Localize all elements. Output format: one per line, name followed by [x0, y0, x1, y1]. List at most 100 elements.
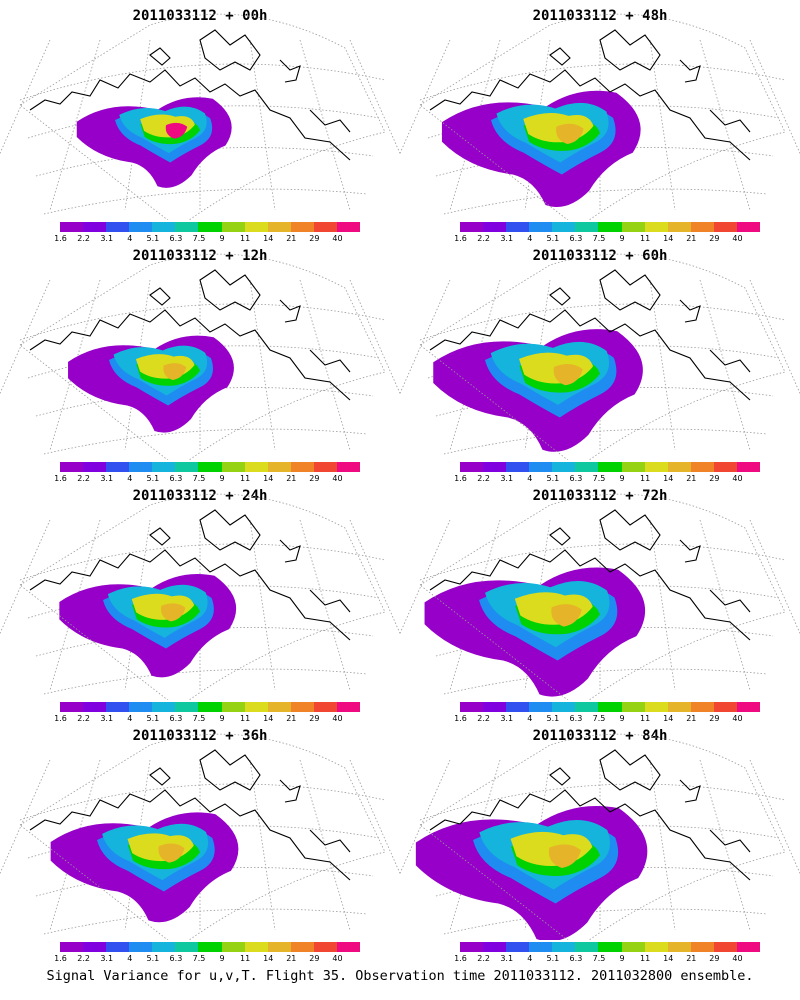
colorbar-segment: [336, 942, 361, 952]
colorbar-tick-label: 5.1: [546, 954, 560, 963]
colorbar-segment: [736, 942, 761, 952]
colorbar-labels: 1.6 2.2 3.1 4 5.1 6.3 7.5 9 11 14 21 29 40: [454, 234, 760, 244]
colorbar-segment: [644, 462, 668, 472]
colorbar-tick-label: 6.3: [169, 234, 183, 243]
variance-field: [441, 90, 641, 207]
colorbar-segment: [106, 462, 130, 472]
panel-title: 2011033112 + 60h: [532, 248, 668, 264]
colorbar-tick-label: 14: [663, 234, 674, 243]
colorbar-segment: [690, 942, 714, 952]
colorbar-tick-label: 21: [286, 474, 297, 483]
colorbar-tick-label: 1.6: [54, 714, 67, 723]
colorbar-segment: [290, 222, 314, 232]
polar-stereographic-map: [0, 733, 400, 940]
map-panel: 2011033112 + 00h 1.6 2.2 3.1 4 5.1 6.3 7.5 9 11 14…: [0, 0, 400, 243]
colorbar-segment: [221, 462, 245, 472]
colorbar: [60, 222, 361, 232]
colorbar-tick-label: 2.2: [477, 954, 490, 963]
colorbar-tick-label: 29: [709, 474, 720, 483]
colorbar-segment: [529, 222, 553, 232]
colorbar-segment: [221, 702, 245, 712]
map-panel: 2011033112 + 60h 1.6 2.2 3.1 4 5.1 6.3 7.5 9 11 14…: [400, 240, 800, 483]
colorbar-segment: [690, 462, 714, 472]
colorbar-segment: [621, 702, 645, 712]
colorbar-segment: [460, 702, 484, 712]
colorbar-segment: [175, 702, 199, 712]
colorbar-tick-label: 9: [219, 474, 225, 483]
panel-title: 2011033112 + 12h: [132, 248, 268, 264]
colorbar-tick-label: 11: [240, 234, 251, 243]
colorbar-tick-label: 21: [686, 714, 697, 723]
polar-stereographic-map: [0, 13, 400, 220]
colorbar-segment: [667, 702, 691, 712]
colorbar-segment: [506, 702, 530, 712]
colorbar-segment: [552, 462, 576, 472]
colorbar-tick-label: 4: [527, 234, 533, 243]
colorbar-segment: [621, 942, 645, 952]
colorbar-segment: [129, 462, 153, 472]
colorbar-segment: [290, 942, 314, 952]
map-panel: 2011033112 + 84h 1.6 2.2 3.1 4 5.1 6.3 7.5 9 11 14…: [400, 720, 800, 963]
colorbar: [60, 462, 361, 472]
colorbar-tick-label: 11: [640, 954, 651, 963]
colorbar-segment: [198, 462, 222, 472]
colorbar-tick-label: 9: [219, 714, 225, 723]
colorbar-tick-label: 3.1: [100, 714, 114, 723]
colorbar-tick-label: 14: [663, 474, 674, 483]
colorbar-segment: [644, 702, 668, 712]
polar-stereographic-map: [400, 253, 800, 460]
colorbar-segment: [175, 462, 199, 472]
colorbar-tick-label: 9: [619, 234, 625, 243]
colorbar-tick-label: 21: [286, 234, 297, 243]
colorbar-tick-label: 1.6: [454, 714, 467, 723]
colorbar-tick-label: 1.6: [54, 954, 67, 963]
colorbar-tick-label: 7.5: [592, 474, 606, 483]
colorbar-segment: [106, 222, 130, 232]
colorbar: [60, 702, 361, 712]
colorbar-segment: [267, 702, 291, 712]
colorbar-labels: 1.6 2.2 3.1 4 5.1 6.3 7.5 9 11 14 21 29 40: [454, 714, 760, 724]
colorbar-tick-label: 5.1: [146, 954, 160, 963]
colorbar-segment: [267, 222, 291, 232]
colorbar-tick-label: 40: [732, 714, 743, 723]
colorbar-labels: 1.6 2.2 3.1 4 5.1 6.3 7.5 9 11 14 21 29 40: [54, 954, 360, 964]
colorbar-segment: [483, 222, 507, 232]
colorbar-tick-label: 2.2: [477, 474, 490, 483]
colorbar-tick-label: 6.3: [169, 714, 183, 723]
colorbar-tick-label: 21: [286, 954, 297, 963]
variance-field: [424, 567, 646, 697]
map-panel: 2011033112 + 36h 1.6 2.2 3.1 4 5.1 6.3 7.5 9 11 14…: [0, 720, 400, 963]
colorbar-tick-label: 11: [240, 714, 251, 723]
colorbar-tick-label: 11: [640, 474, 651, 483]
colorbar-tick-label: 11: [240, 954, 251, 963]
map-panel: 2011033112 + 12h 1.6 2.2 3.1 4 5.1 6.3 7.5 9 11 14…: [0, 240, 400, 483]
colorbar-tick-label: 9: [219, 954, 225, 963]
colorbar-tick-label: 2.2: [77, 474, 90, 483]
colorbar-segment: [575, 702, 599, 712]
colorbar-tick-label: 14: [663, 954, 674, 963]
colorbar-segment: [290, 462, 314, 472]
colorbar-tick-label: 3.1: [500, 234, 514, 243]
colorbar-segment: [313, 222, 337, 232]
colorbar-segment: [175, 942, 199, 952]
colorbar-segment: [336, 702, 361, 712]
coastline: [429, 269, 751, 401]
colorbar-tick-label: 7.5: [192, 714, 206, 723]
colorbar-segment: [244, 702, 268, 712]
colorbar-tick-label: 14: [263, 954, 274, 963]
colorbar-tick-label: 5.1: [146, 714, 160, 723]
map-panel: 2011033112 + 72h 1.6 2.2 3.1 4 5.1 6.3 7.5 9 11 14…: [400, 480, 800, 723]
figure-caption: Signal Variance for u,v,T. Flight 35. Ob…: [46, 968, 754, 984]
colorbar-tick-label: 6.3: [169, 474, 183, 483]
colorbar-tick-label: 1.6: [54, 474, 67, 483]
panel-title: 2011033112 + 00h: [132, 8, 268, 24]
colorbar-tick-label: 21: [686, 474, 697, 483]
map-panel: 2011033112 + 48h 1.6 2.2 3.1 4 5.1 6.3 7.5 9 11 14…: [400, 0, 800, 243]
colorbar-segment: [506, 222, 530, 232]
colorbar-tick-label: 2.2: [77, 714, 90, 723]
colorbar-tick-label: 7.5: [192, 234, 206, 243]
colorbar-segment: [129, 222, 153, 232]
colorbar-segment: [198, 942, 222, 952]
colorbar-segment: [644, 222, 668, 232]
colorbar-segment: [106, 942, 130, 952]
